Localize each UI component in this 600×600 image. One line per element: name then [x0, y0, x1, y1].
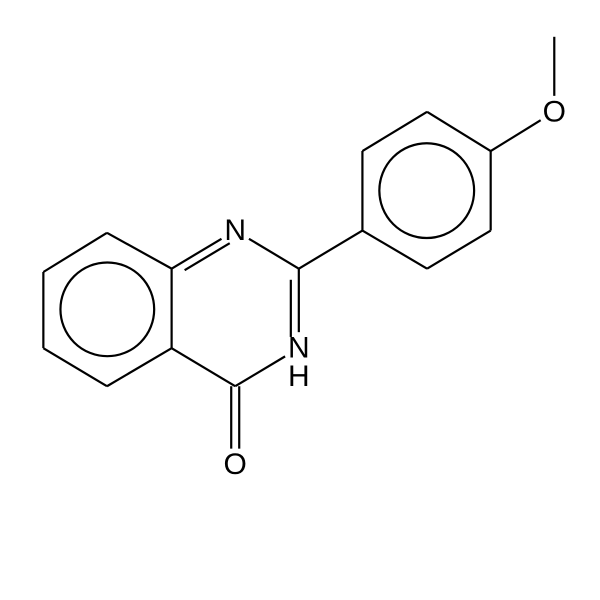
atom-label-q_n3-h: H — [288, 360, 310, 393]
atom-label-q_o: O — [224, 448, 247, 481]
atom-label-q_n1: N — [224, 214, 246, 247]
molecule-diagram: NNHOO — [0, 0, 600, 600]
atom-label-om_o: O — [543, 95, 566, 128]
